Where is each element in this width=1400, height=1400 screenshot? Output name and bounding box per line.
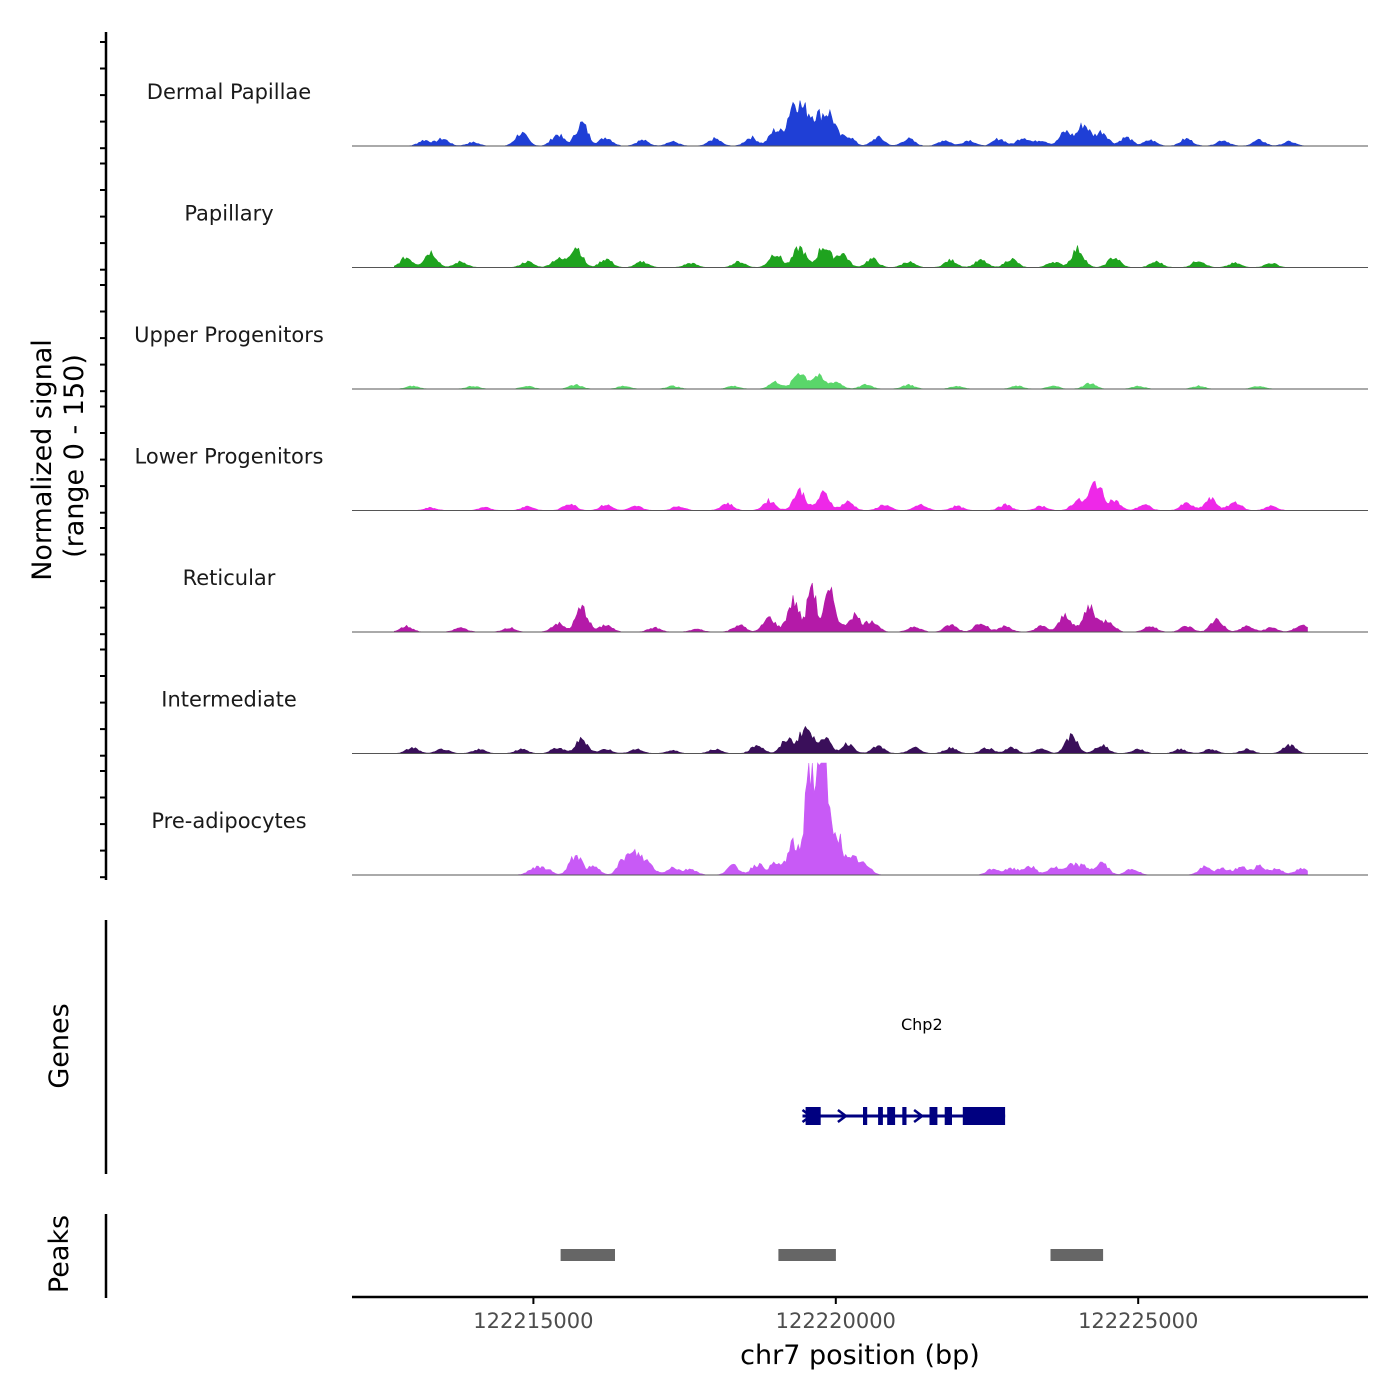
x-tick-label: 122220000 — [776, 1309, 896, 1333]
genes-track-title: Genes — [44, 1003, 75, 1088]
gene-exon — [878, 1107, 883, 1125]
gene-exon — [805, 1107, 821, 1125]
gene-exon — [902, 1107, 907, 1125]
x-axis: 122215000 122220000 122225000 — [100, 32, 1368, 1333]
track-label-3: Upper Progenitors — [134, 323, 324, 347]
gene-exon — [944, 1107, 952, 1125]
signal-area-6 — [394, 725, 1308, 754]
track-label-4: Lower Progenitors — [135, 445, 324, 469]
gene-exon — [863, 1107, 868, 1125]
gene-label: Chp2 — [901, 1015, 943, 1034]
peaks-track — [560, 1249, 1104, 1261]
signal-area-7 — [394, 762, 1308, 876]
gene-exon — [887, 1107, 896, 1125]
track-label-1: Dermal Papillae — [147, 80, 311, 104]
strand-arrow — [801, 1109, 813, 1123]
signal-area-5 — [394, 582, 1308, 633]
signal-area-1 — [394, 100, 1308, 147]
signal-area-2 — [394, 245, 1308, 268]
signal-area-3 — [394, 372, 1308, 390]
signal-axis-title-line2: (range 0 - 150) — [59, 354, 90, 558]
genes-track: Chp2 — [801, 1015, 1006, 1125]
peak-region-2 — [778, 1249, 836, 1261]
peak-region-3 — [1050, 1249, 1104, 1261]
track-label-6: Intermediate — [161, 688, 297, 712]
strand-arrow — [913, 1109, 925, 1123]
x-axis-title: chr7 position (bp) — [740, 1340, 980, 1371]
signal-area-4 — [394, 480, 1308, 511]
x-tick-label: 122215000 — [473, 1309, 593, 1333]
gene-exon — [929, 1107, 938, 1125]
signal-tracks: Dermal Papillae Papillary Upper Progenitor… — [134, 80, 1368, 876]
track-label-5: Reticular — [183, 566, 276, 590]
x-tick-label: 122225000 — [1078, 1309, 1198, 1333]
gene-exon — [962, 1107, 1006, 1125]
strand-arrow — [837, 1109, 848, 1123]
track-label-7: Pre-adipocytes — [151, 809, 306, 833]
peaks-track-title: Peaks — [44, 1215, 75, 1293]
signal-axis-title-line1: Normalized signal — [27, 339, 58, 581]
peak-region-1 — [560, 1249, 615, 1261]
track-label-2: Papillary — [184, 202, 273, 226]
